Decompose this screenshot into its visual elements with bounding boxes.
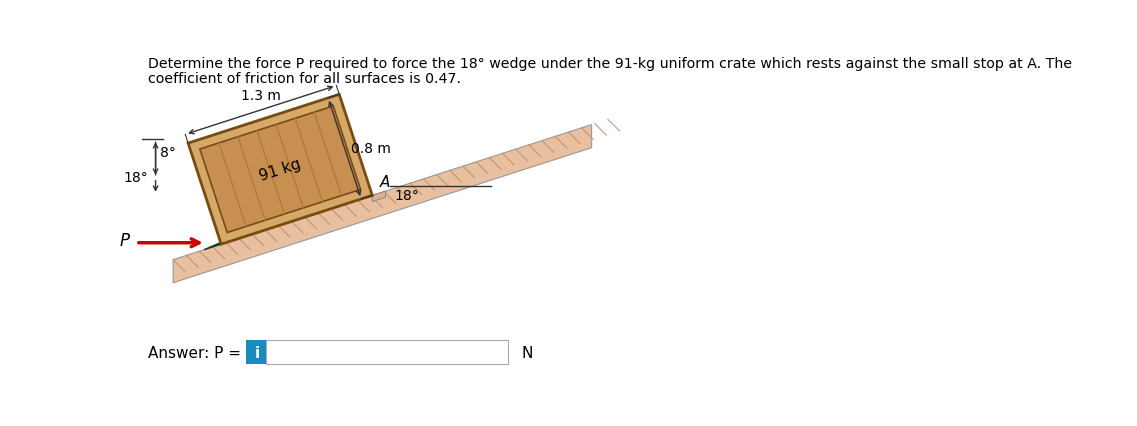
Text: 18°: 18° xyxy=(123,171,148,184)
Polygon shape xyxy=(200,107,360,233)
Text: 0.8 m: 0.8 m xyxy=(351,142,391,156)
Text: 91 kg: 91 kg xyxy=(257,156,302,184)
Polygon shape xyxy=(188,95,372,245)
Text: 18°: 18° xyxy=(395,188,418,202)
FancyBboxPatch shape xyxy=(266,340,508,365)
Text: N: N xyxy=(521,345,532,360)
Text: 8°: 8° xyxy=(160,146,176,160)
Polygon shape xyxy=(372,192,385,202)
Text: Determine the force P required to force the 18° wedge under the 91-kg uniform cr: Determine the force P required to force … xyxy=(148,57,1072,70)
Text: P: P xyxy=(119,232,130,250)
Text: i: i xyxy=(255,345,259,360)
Polygon shape xyxy=(205,190,343,250)
Text: Answer: P =: Answer: P = xyxy=(148,345,246,360)
Text: coefficient of friction for all surfaces is 0.47.: coefficient of friction for all surfaces… xyxy=(148,72,460,86)
Polygon shape xyxy=(173,125,591,283)
Text: A: A xyxy=(380,175,390,190)
Text: 1.3 m: 1.3 m xyxy=(241,89,281,103)
FancyBboxPatch shape xyxy=(246,340,267,365)
